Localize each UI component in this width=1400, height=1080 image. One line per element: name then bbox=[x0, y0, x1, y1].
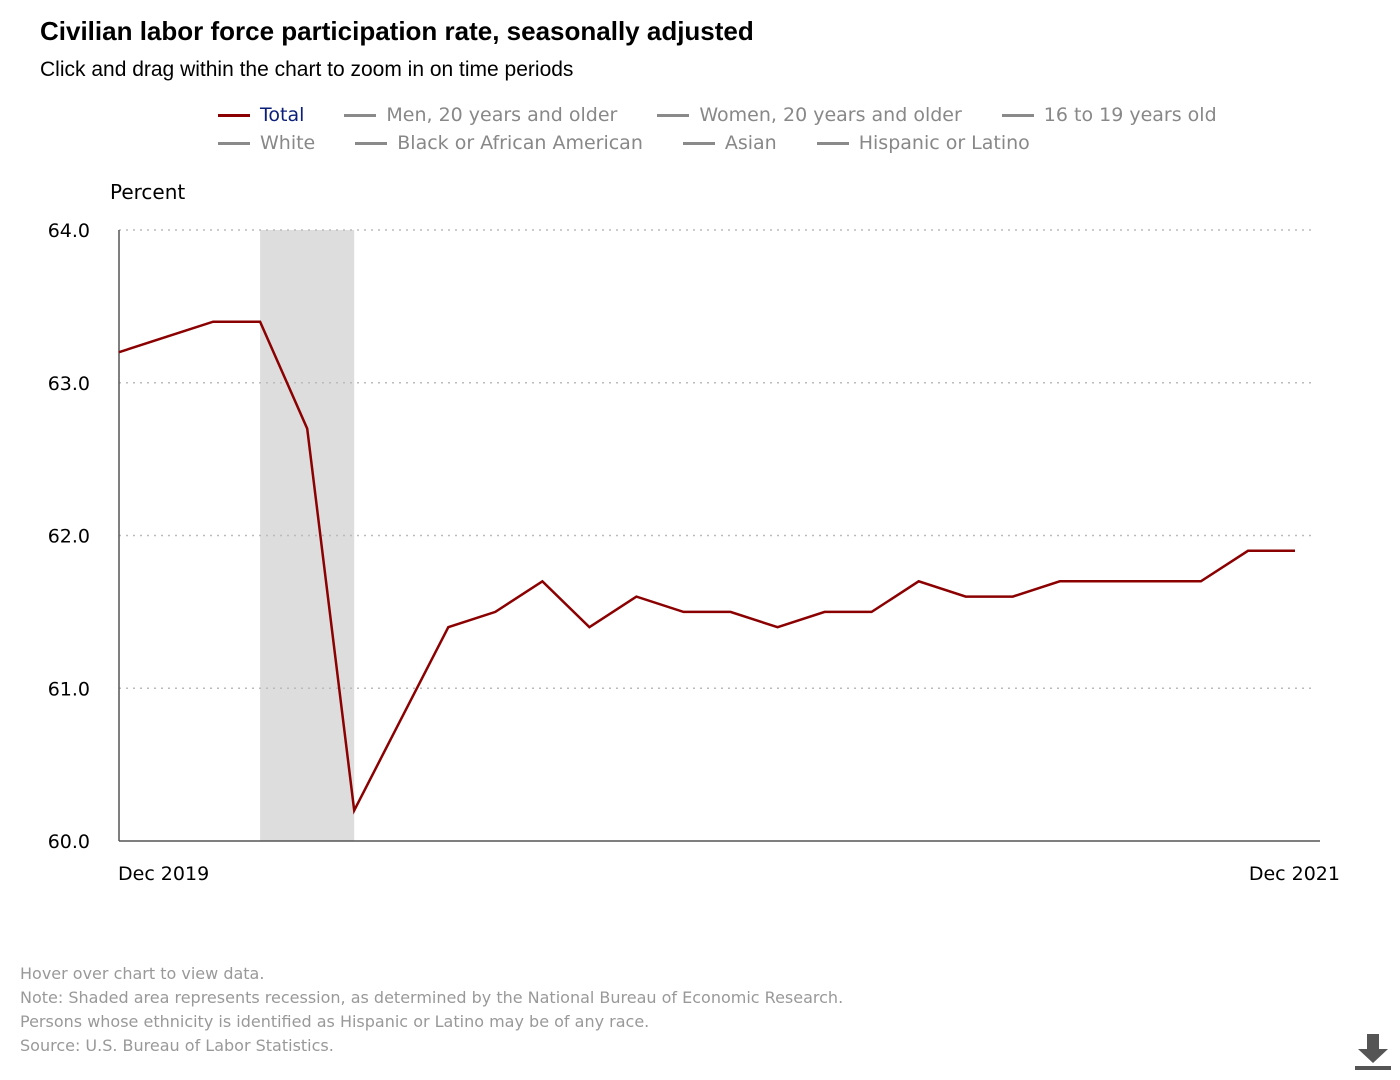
y-axis-title: Percent bbox=[110, 180, 185, 204]
x-tick-label: Dec 2019 bbox=[118, 863, 209, 885]
y-tick-label: 62.0 bbox=[48, 526, 90, 548]
y-tick-label: 63.0 bbox=[48, 373, 90, 395]
chart-title: Civilian labor force participation rate,… bbox=[40, 16, 754, 46]
legend-item-men[interactable]: Men, 20 years and older bbox=[344, 104, 617, 126]
legend-item-hispanic[interactable]: Hispanic or Latino bbox=[816, 132, 1030, 154]
legend-item-total[interactable]: Total bbox=[218, 104, 304, 126]
download-icon[interactable] bbox=[1352, 1030, 1394, 1072]
x-tick-label: Dec 2021 bbox=[1249, 863, 1340, 885]
legend-item-black[interactable]: Black or African American bbox=[355, 132, 643, 154]
legend-label: Asian bbox=[724, 132, 777, 154]
legend-label: Women, 20 years and older bbox=[699, 104, 962, 126]
chart-plot-area[interactable]: 60.0 61.0 62.0 63.0 64.0 Percent Dec 2019 Dec 2… bbox=[0, 170, 1400, 890]
recession-note: Note: Shaded area represents recession, … bbox=[20, 988, 844, 1007]
legend-label: Black or African American bbox=[397, 132, 643, 154]
legend: Total Men, 20 years and older Women, 20 … bbox=[218, 104, 1318, 154]
legend-label: Men, 20 years and older bbox=[386, 104, 618, 126]
legend-swatch bbox=[344, 113, 377, 117]
y-tick-label: 61.0 bbox=[48, 678, 90, 700]
legend-label: 16 to 19 years old bbox=[1043, 104, 1217, 126]
legend-label: Hispanic or Latino bbox=[858, 132, 1030, 154]
legend-swatch bbox=[816, 141, 849, 145]
chart-notes: Hover over chart to view data. Note: Sha… bbox=[20, 962, 843, 1058]
legend-label: Total bbox=[260, 104, 305, 126]
series-line-total[interactable] bbox=[118, 320, 1295, 815]
chart-subtitle: Click and drag within the chart to zoom … bbox=[40, 58, 574, 81]
y-tick-label: 64.0 bbox=[48, 220, 90, 242]
legend-swatch bbox=[682, 141, 715, 145]
legend-swatch bbox=[218, 113, 250, 117]
hover-note: Hover over chart to view data. bbox=[20, 964, 265, 983]
legend-item-women[interactable]: Women, 20 years and older bbox=[657, 104, 962, 126]
recession-shading bbox=[260, 230, 355, 841]
hispanic-note: Persons whose ethnicity is identified as… bbox=[20, 1012, 650, 1031]
legend-item-asian[interactable]: Asian bbox=[682, 132, 777, 154]
legend-item-16-to-19[interactable]: 16 to 19 years old bbox=[1001, 104, 1217, 126]
legend-item-white[interactable]: White bbox=[218, 132, 315, 154]
legend-swatch bbox=[657, 113, 690, 117]
source-note: Source: U.S. Bureau of Labor Statistics. bbox=[20, 1036, 334, 1055]
legend-swatch bbox=[355, 141, 388, 145]
legend-swatch bbox=[1001, 113, 1034, 117]
legend-swatch bbox=[218, 141, 250, 145]
y-tick-label: 60.0 bbox=[48, 831, 90, 853]
legend-label: White bbox=[260, 132, 316, 154]
